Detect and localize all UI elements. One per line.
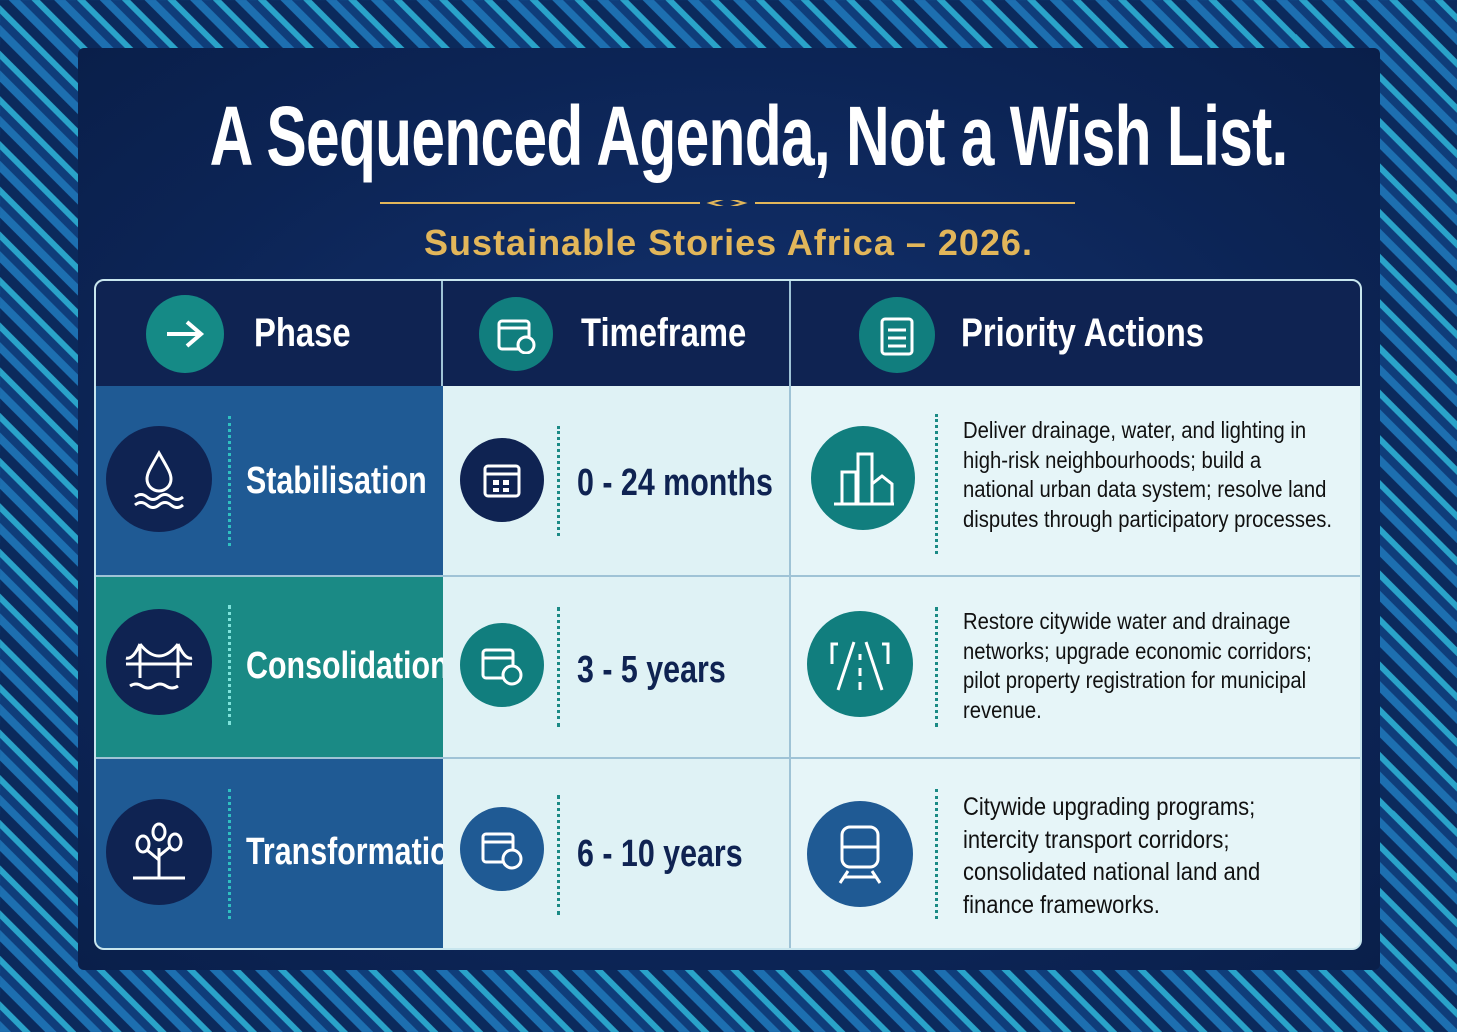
column-header: Priority Actions — [961, 311, 1205, 355]
city-icon — [811, 426, 915, 530]
title-text: A Sequenced Agenda, Not a Wish List. — [209, 89, 1289, 183]
priority-actions: Citywide upgrading programs; intercity t… — [963, 793, 1261, 919]
timeframe: 0 - 24 months — [577, 462, 773, 504]
timeframe-cell: 6 - 10 years — [443, 759, 791, 948]
divider — [228, 416, 231, 546]
calendar-icon — [460, 807, 544, 891]
ornament — [380, 200, 1075, 206]
timeframe: 6 - 10 years — [577, 833, 743, 875]
bridge-icon — [106, 609, 212, 715]
actions-cell: Citywide upgrading programs; intercity t… — [791, 759, 1360, 948]
divider — [228, 605, 231, 725]
calendar-icon — [460, 623, 544, 707]
calendar-icon — [479, 297, 553, 371]
header-cell: Timeframe — [443, 281, 791, 386]
divider — [557, 426, 560, 536]
priority-actions: Deliver drainage, water, and lighting in… — [963, 417, 1333, 532]
divider — [935, 607, 938, 727]
phase-name: Consolidation — [246, 645, 449, 687]
title: A Sequenced Agenda, Not a Wish List. — [0, 88, 1457, 185]
row-divider — [96, 575, 1360, 577]
divider — [557, 607, 560, 727]
column-header: Phase — [254, 311, 351, 355]
phase-name: Stabilisation — [246, 460, 427, 502]
corridor-icon — [807, 611, 913, 717]
row-divider — [96, 757, 1360, 759]
tree-icon — [106, 799, 212, 905]
actions-cell: Deliver drainage, water, and lighting in… — [791, 386, 1360, 576]
divider — [935, 414, 938, 554]
timeframe: 3 - 5 years — [577, 649, 726, 691]
phase-cell: Transformation — [96, 759, 467, 948]
phase-cell: Consolidation — [96, 577, 449, 757]
arrow-icon — [146, 295, 224, 373]
phase-cell: Stabilisation — [96, 386, 443, 576]
checklist-icon — [859, 297, 935, 373]
divider — [935, 789, 938, 919]
subtitle: Sustainable Stories Africa – 2026. — [424, 222, 1033, 263]
column-header: Timeframe — [581, 311, 747, 355]
divider — [228, 789, 231, 919]
header-cell: Phase — [96, 281, 443, 386]
divider — [557, 795, 560, 915]
actions-cell: Restore citywide water and drainage netw… — [791, 577, 1360, 757]
timeframe-cell: 3 - 5 years — [443, 577, 791, 757]
priority-actions: Restore citywide water and drainage netw… — [963, 608, 1312, 723]
train-icon — [807, 801, 913, 907]
calendar-icon — [460, 438, 544, 522]
timeframe-cell: 0 - 24 months — [443, 386, 791, 576]
phase-name: Transformation — [246, 831, 468, 873]
header-cell: Priority Actions — [791, 281, 1360, 386]
water-icon — [106, 426, 212, 532]
agenda-table: Phase Timeframe Priority Actions Stabili… — [94, 279, 1362, 950]
